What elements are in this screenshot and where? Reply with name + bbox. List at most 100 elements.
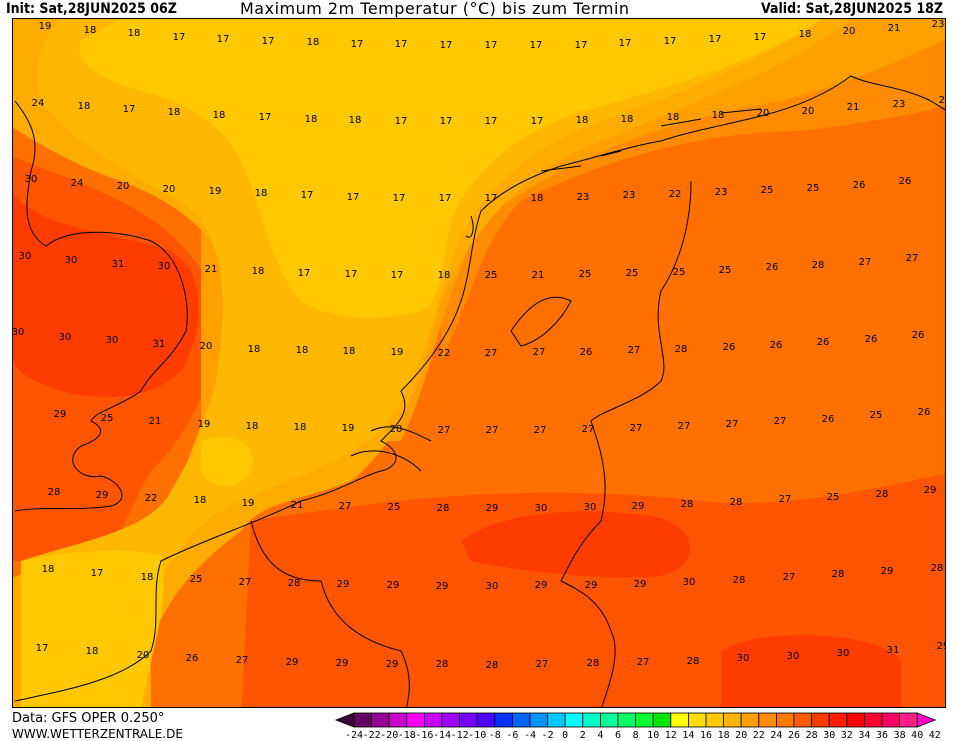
temperature-value: 21	[149, 416, 162, 427]
valid-time: Valid: Sat,28JUN2025 18Z	[761, 1, 943, 17]
temperature-value: 17	[91, 568, 104, 579]
legend-color-box	[388, 712, 408, 728]
temperature-value: 26	[853, 180, 866, 191]
zone-16-18-northsea	[79, 19, 822, 318]
temperature-value: 28	[730, 497, 743, 508]
temperature-value: 27	[678, 421, 691, 432]
temperature-value: 17	[485, 116, 498, 127]
temperature-value: 27	[239, 577, 252, 588]
temperature-value: 29	[96, 490, 109, 501]
temperature-value: 26	[865, 334, 878, 345]
temperature-value: 18	[213, 110, 226, 121]
temperature-value: 23	[932, 19, 945, 30]
temperature-value: 19	[342, 423, 355, 434]
data-source: Data: GFS OPER 0.250°	[12, 711, 165, 726]
temperature-value: 25	[388, 502, 401, 513]
legend-label: 40	[911, 730, 923, 741]
temperature-value: 29	[336, 658, 349, 669]
temperature-value: 18	[255, 188, 268, 199]
temperature-value: 23	[715, 187, 728, 198]
temperature-value: 30	[13, 327, 24, 338]
legend-color-box	[864, 712, 883, 728]
temperature-value: 26	[899, 176, 912, 187]
temperature-labels: 19 18 18 17 17 17 18 17 17 17 17 17 17 17 17 17 17 18 20 21…	[13, 19, 946, 671]
legend-label: 38	[894, 730, 906, 741]
temperature-value: 17	[123, 104, 136, 115]
temperature-value: 31	[153, 339, 166, 350]
temperature-value: 20	[757, 108, 770, 119]
coastline-england	[14, 100, 188, 512]
temperature-value: 29	[937, 641, 946, 652]
temperature-value: 31	[887, 645, 900, 656]
legend-color-box	[899, 712, 918, 728]
legend-color-box	[740, 712, 760, 728]
legend-label: 16	[700, 730, 712, 741]
temperature-value: 27	[906, 253, 919, 264]
coastline-france-belgium	[14, 75, 945, 702]
temperature-value: 28	[931, 563, 944, 574]
temperature-value: 19	[39, 21, 52, 32]
legend-color-box	[547, 712, 566, 728]
zone-30-32-southeast	[721, 635, 901, 707]
legend-label: 8	[633, 730, 639, 741]
temperature-value: 18	[305, 114, 318, 125]
legend-color-box	[353, 712, 373, 728]
temperature-value: 17	[485, 40, 498, 51]
border-netherlands-germany	[560, 180, 692, 707]
temperature-value: 28	[687, 656, 700, 667]
map-title: Maximum 2m Temperatur (°C) bis zum Termi…	[240, 0, 630, 18]
temperature-value: 17	[485, 193, 498, 204]
temperature-value: 23	[893, 99, 906, 110]
temperature-value: 19	[198, 419, 211, 430]
legend-label: -18	[398, 730, 416, 741]
ijsselmeer	[510, 296, 572, 347]
temperature-value: 20	[390, 424, 403, 435]
temperature-value: 27	[339, 501, 352, 512]
temperature-value: 29	[337, 579, 350, 590]
legend-color-box	[371, 712, 390, 728]
temperature-value: 25	[485, 270, 498, 281]
temperature-value: 28	[587, 658, 600, 669]
temperature-value: 18	[531, 193, 544, 204]
legend-color-box	[793, 712, 813, 728]
temperature-value: 27	[536, 659, 549, 670]
legend-label: 14	[682, 730, 694, 741]
temperature-value: 29	[486, 503, 499, 514]
temperature-value: 27	[533, 347, 546, 358]
legend-color-box	[599, 712, 619, 728]
temperature-value: 17	[440, 116, 453, 127]
temperature-value: 24	[71, 178, 84, 189]
legend-label: 6	[615, 730, 621, 741]
legend-color-box	[670, 712, 689, 728]
temperature-value: 30	[737, 653, 750, 664]
temperature-value: 30	[837, 648, 850, 659]
temperature-value: 25	[579, 269, 592, 280]
temperature-value: 29	[881, 566, 894, 577]
temperature-value: 27	[726, 419, 739, 430]
temperature-value: 27	[859, 257, 872, 268]
temperature-value: 18	[799, 29, 812, 40]
legend-color-box	[652, 712, 672, 728]
temperature-value: 27	[779, 494, 792, 505]
temperature-value: 22	[145, 493, 158, 504]
temperature-value: 19	[391, 347, 404, 358]
temperature-value: 18	[246, 421, 259, 432]
legend-label: 12	[665, 730, 677, 741]
temperature-value: 17	[709, 34, 722, 45]
temperature-value: 20	[200, 341, 213, 352]
temperature-value: 30	[158, 261, 171, 272]
temperature-value: 17	[301, 190, 314, 201]
temperature-value: 26	[822, 414, 835, 425]
legend-color-box	[775, 712, 795, 728]
temperature-value: 26	[580, 347, 593, 358]
temperature-value: 20	[802, 106, 815, 117]
temperature-value: 18	[168, 107, 181, 118]
temperature-value: 29	[436, 581, 449, 592]
temperature-value: 30	[19, 251, 32, 262]
temperature-value: 28	[288, 578, 301, 589]
legend-label: 24	[770, 730, 782, 741]
temperature-value: 30	[106, 335, 119, 346]
temperature-value: 23	[623, 190, 636, 201]
temperature-fill	[13, 19, 945, 707]
legend-label: 0	[562, 730, 568, 741]
